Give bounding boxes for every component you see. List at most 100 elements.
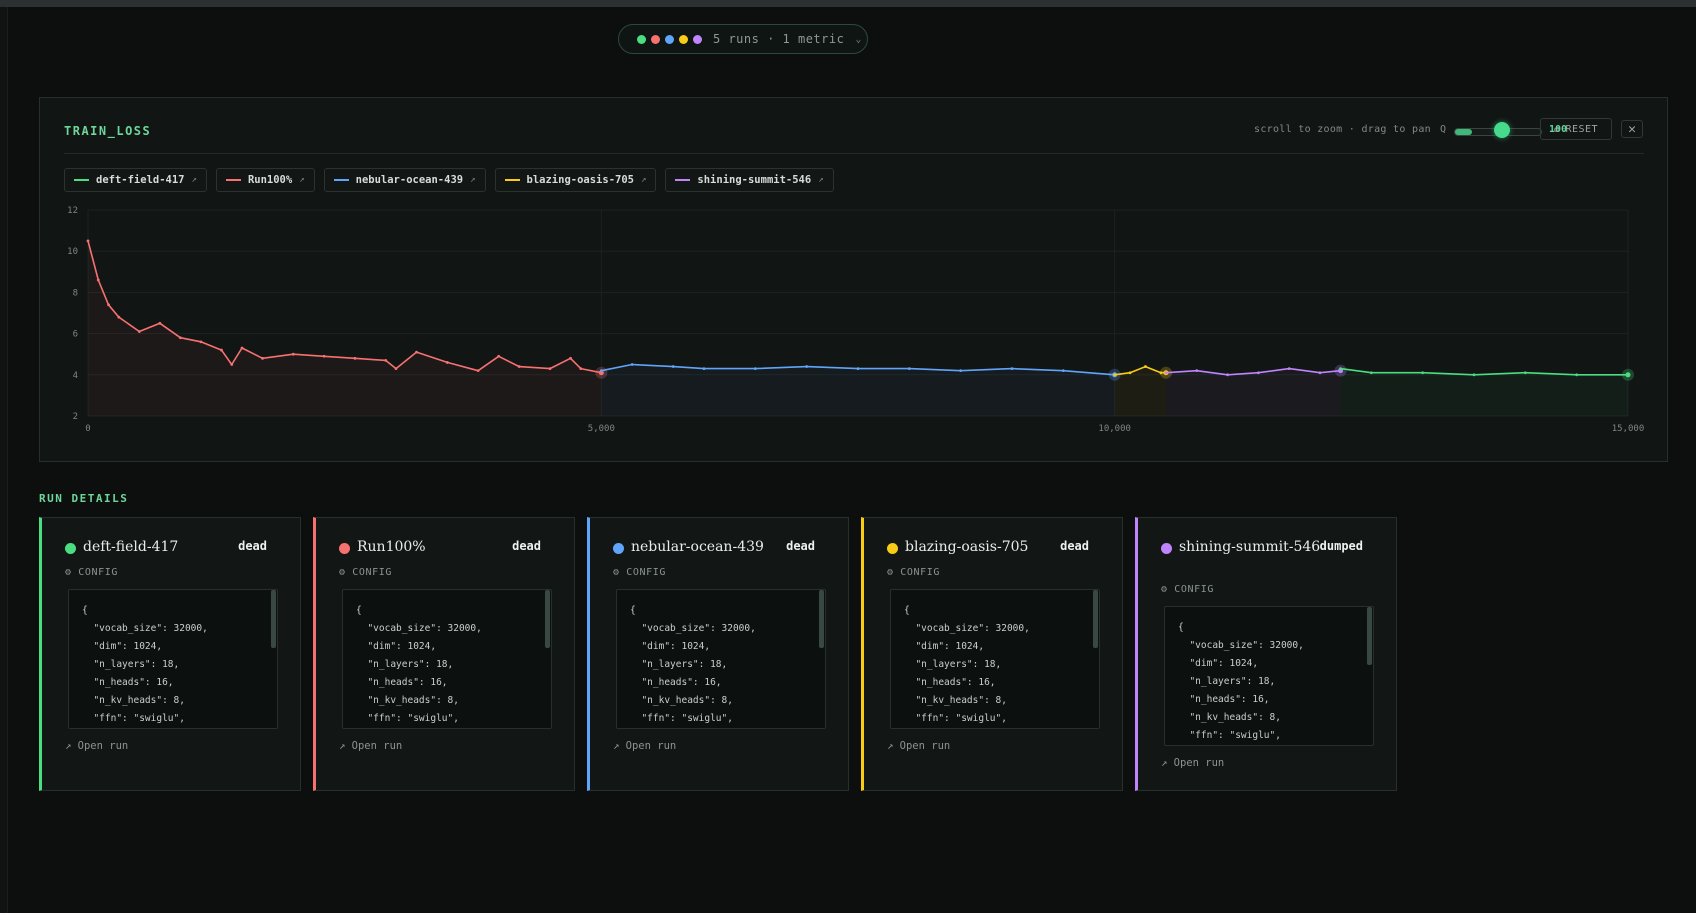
data-point xyxy=(291,352,295,356)
y-tick-label: 10 xyxy=(67,247,78,257)
run-dot xyxy=(651,34,660,44)
data-point xyxy=(1369,371,1373,375)
legend-label: deft-field-417 xyxy=(96,174,185,186)
data-point xyxy=(394,367,398,371)
data-point xyxy=(158,321,162,325)
data-point xyxy=(1339,367,1342,371)
scrollbar-thumb[interactable] xyxy=(1093,590,1098,648)
run-card: blazing-oasis-705 dead ⚙ CONFIG { "vocab_si… xyxy=(861,517,1123,791)
code-line: "ffn": "swiglu", xyxy=(356,713,459,724)
open-run-label: Open run xyxy=(899,740,951,752)
config-toggle[interactable]: ⚙ CONFIG xyxy=(65,567,118,578)
open-run-link[interactable]: ↗ Open run xyxy=(339,740,402,752)
scrollbar-thumb[interactable] xyxy=(545,590,550,648)
legend-item[interactable]: Run100% ↗ xyxy=(215,168,315,192)
zoom-slider-handle[interactable] xyxy=(1494,122,1510,138)
legend-swatch xyxy=(74,179,89,181)
data-point xyxy=(240,346,244,350)
open-run-link[interactable]: ↗ Open run xyxy=(65,740,128,752)
data-point xyxy=(959,369,963,373)
legend-item[interactable]: blazing-oasis-705 ↗ xyxy=(494,168,657,192)
code-line: "dim": 1024, xyxy=(1178,658,1259,669)
zoom-value: 100 xyxy=(1549,124,1568,135)
zoom-hint: scroll to zoom · drag to pan xyxy=(1254,124,1431,135)
code-line: "n_kv_heads": 8, xyxy=(356,695,459,706)
data-point xyxy=(1010,367,1014,371)
config-code-block[interactable]: { "vocab_size": 32000, "dim": 1024, "n_l… xyxy=(1164,606,1374,746)
config-code-block[interactable]: { "vocab_size": 32000, "dim": 1024, "n_l… xyxy=(890,589,1100,729)
legend-swatch xyxy=(504,179,520,181)
data-point xyxy=(1113,373,1117,377)
code-line: "ffn": "swiglu", xyxy=(82,713,185,724)
open-run-link[interactable]: ↗ Open run xyxy=(1161,757,1224,769)
external-link-icon: ↗ xyxy=(818,175,824,185)
code-line: "dim": 1024, xyxy=(630,641,711,652)
run-status: dead xyxy=(512,539,541,553)
config-code-block[interactable]: { "vocab_size": 32000, "dim": 1024, "n_l… xyxy=(68,589,278,729)
series-line xyxy=(87,240,602,374)
open-run-link[interactable]: ↗ Open run xyxy=(887,740,950,752)
close-panel-button[interactable]: ✕ xyxy=(1621,120,1643,138)
scrollbar-thumb[interactable] xyxy=(271,590,276,648)
code-line: "n_kv_heads": 8, xyxy=(1178,712,1281,723)
data-point xyxy=(1226,373,1229,377)
data-point xyxy=(856,367,860,371)
open-link-icon: ↗ xyxy=(1161,757,1168,769)
close-icon: ✕ xyxy=(1628,121,1636,137)
run-card: nebular-ocean-439 dead ⚙ CONFIG { "vocab_si… xyxy=(587,517,849,791)
code-line: { xyxy=(904,605,910,616)
data-point xyxy=(199,340,203,344)
data-point xyxy=(569,356,572,360)
open-link-icon: ↗ xyxy=(339,740,346,752)
scrollbar-thumb[interactable] xyxy=(819,590,824,648)
legend-item[interactable]: deft-field-417 ↗ xyxy=(64,168,207,192)
run-card: deft-field-417 dead ⚙ CONFIG { "vocab_size"… xyxy=(39,517,301,791)
code-line: "n_heads": 16, xyxy=(1178,694,1270,705)
data-point xyxy=(907,367,911,371)
code-line: "n_kv_heads": 8, xyxy=(904,695,1007,706)
code-line: "n_layers": 18, xyxy=(904,659,1002,670)
run-card: shining-summit-546 dumped ⚙ CONFIG { "vocab… xyxy=(1135,517,1397,791)
open-link-icon: ↗ xyxy=(613,740,620,752)
legend-swatch xyxy=(675,179,691,181)
run-selector[interactable]: 5 runs · 1 metric ⌄ xyxy=(618,24,868,54)
run-color-dot xyxy=(613,543,624,554)
data-point xyxy=(805,365,809,368)
scrollbar-thumb[interactable] xyxy=(1367,607,1372,665)
config-label: CONFIG xyxy=(900,567,940,578)
run-name: deft-field-417 xyxy=(83,539,179,555)
config-toggle[interactable]: ⚙ CONFIG xyxy=(613,567,666,578)
line-chart[interactable]: 12 10 8 6 4 20 5,000 10,000 15,000 xyxy=(40,198,1667,438)
code-line: "n_kv_heads": 8, xyxy=(630,695,733,706)
config-toggle[interactable]: ⚙ CONFIG xyxy=(887,567,940,578)
config-toggle[interactable]: ⚙ CONFIG xyxy=(1161,584,1214,595)
data-point xyxy=(117,315,121,319)
legend-item[interactable]: nebular-ocean-439 ↗ xyxy=(323,168,486,192)
data-point xyxy=(384,358,388,362)
data-point xyxy=(86,239,90,243)
top-bar xyxy=(0,0,1696,7)
config-toggle[interactable]: ⚙ CONFIG xyxy=(339,567,392,578)
open-run-link[interactable]: ↗ Open run xyxy=(613,740,676,752)
code-line: { xyxy=(1178,622,1184,633)
config-code-block[interactable]: { "vocab_size": 32000, "dim": 1024, "n_l… xyxy=(616,589,826,729)
code-line: "n_heads": 16, xyxy=(356,677,448,688)
run-name: blazing-oasis-705 xyxy=(905,539,1029,555)
reset-label: RESET xyxy=(1565,123,1599,135)
code-line: "dim": 1024, xyxy=(82,641,163,652)
data-point xyxy=(1061,369,1065,373)
legend-item[interactable]: shining-summit-546 ↗ xyxy=(665,168,834,192)
run-name: nebular-ocean-439 xyxy=(631,539,764,555)
reset-icon: ↺ xyxy=(1553,123,1561,135)
legend-label: Run100% xyxy=(247,174,293,186)
open-run-label: Open run xyxy=(77,740,129,752)
data-point xyxy=(599,369,603,373)
data-point xyxy=(1128,371,1132,375)
code-line: "n_heads": 16, xyxy=(630,677,722,688)
config-code-block[interactable]: { "vocab_size": 32000, "dim": 1024, "n_l… xyxy=(342,589,552,729)
code-line: "n_layers": 18, xyxy=(356,659,454,670)
series-area xyxy=(1114,366,1166,416)
config-label: CONFIG xyxy=(78,567,118,578)
reset-button[interactable]: ↺ RESET xyxy=(1540,118,1612,140)
series-area xyxy=(1340,368,1628,416)
